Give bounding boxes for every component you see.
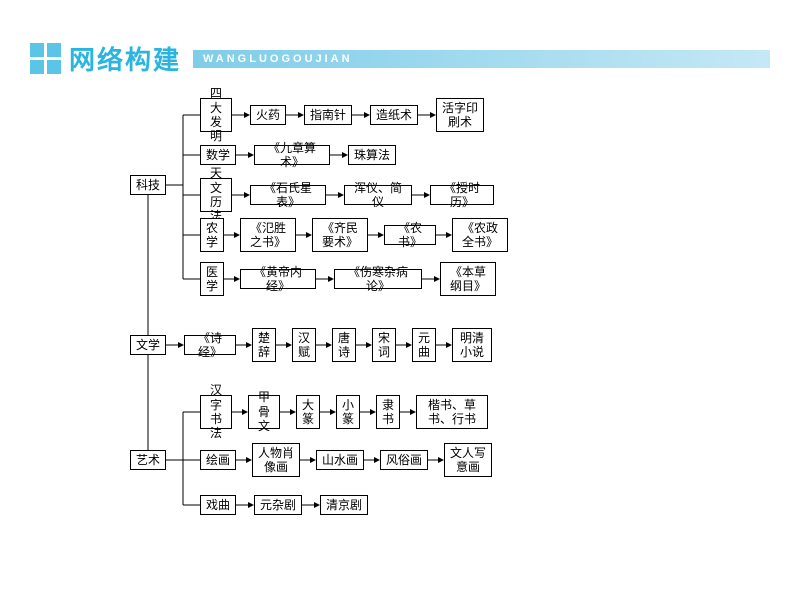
- node-tianwen: 天文历法: [200, 178, 232, 212]
- node-xiqu: 戏曲: [200, 495, 236, 515]
- node-sidafaming: 四大发明: [200, 98, 232, 132]
- node-shijing: 《诗经》: [184, 335, 236, 355]
- node-hanzishufa: 汉字书法: [200, 395, 232, 429]
- logo-squares: [30, 43, 61, 74]
- header: 网络构建 WANGLUOGOUJIAN: [30, 40, 770, 77]
- node-zhinanzhen: 指南针: [304, 105, 352, 125]
- node-kaishu: 楷书、草书、行书: [416, 395, 488, 429]
- node-lishu: 隶书: [376, 395, 400, 429]
- node-huangdi: 《黄帝内经》: [240, 269, 316, 289]
- node-fengsu: 风俗画: [380, 450, 428, 470]
- node-qimin: 《齐民要术》: [312, 218, 368, 252]
- node-songci: 宋词: [372, 328, 396, 362]
- node-shishixingbiao: 《石氏星表》: [250, 185, 326, 205]
- title-bar: WANGLUOGOUJIAN: [193, 50, 770, 68]
- node-shuxue: 数学: [200, 145, 236, 165]
- node-mingqing: 明清小说: [452, 328, 492, 362]
- node-nongzheng: 《农政全书》: [452, 218, 508, 252]
- node-wenxue: 文学: [130, 335, 166, 355]
- node-bencao: 《本草纲目》: [440, 262, 496, 296]
- node-yuanqu: 元曲: [412, 328, 436, 362]
- node-nongxue: 农学: [200, 218, 224, 252]
- node-huozi: 活字印刷术: [436, 98, 484, 132]
- node-shoushili: 《授时历》: [430, 185, 494, 205]
- node-jiuzhang: 《九章算术》: [254, 145, 330, 165]
- node-yuanzaju: 元杂剧: [254, 495, 302, 515]
- node-huihua: 绘画: [200, 450, 236, 470]
- node-keji: 科技: [130, 175, 166, 195]
- node-sisheng: 《氾胜之书》: [240, 218, 296, 252]
- node-renwu: 人物肖像画: [252, 443, 300, 477]
- title-chinese: 网络构建: [69, 40, 181, 77]
- node-tangshi: 唐诗: [332, 328, 356, 362]
- node-dazhuan: 大篆: [296, 395, 320, 429]
- node-zaozhishu: 造纸术: [370, 105, 418, 125]
- node-chuci: 楚辞: [252, 328, 276, 362]
- node-yixue: 医学: [200, 262, 224, 296]
- node-shanghan: 《伤寒杂病论》: [334, 269, 422, 289]
- diagram-canvas: 科技 四大发明火药指南针造纸术活字印刷术数学《九章算术》珠算法天文历法《石氏星表》…: [0, 90, 800, 590]
- node-qingjingju: 清京剧: [320, 495, 368, 515]
- node-wenrenxie: 文人写意画: [444, 443, 492, 477]
- node-zhusuanfa: 珠算法: [348, 145, 396, 165]
- node-hunyi: 浑仪、简仪: [344, 185, 412, 205]
- node-huoyao: 火药: [250, 105, 286, 125]
- title-pinyin: WANGLUOGOUJIAN: [203, 53, 353, 65]
- node-yishu: 艺术: [130, 450, 166, 470]
- node-hanfu: 汉赋: [292, 328, 316, 362]
- node-xiaozhuan: 小篆: [336, 395, 360, 429]
- node-jiaguwen: 甲骨文: [248, 395, 280, 429]
- node-nongshu: 《农书》: [384, 225, 436, 245]
- node-shanshui: 山水画: [316, 450, 364, 470]
